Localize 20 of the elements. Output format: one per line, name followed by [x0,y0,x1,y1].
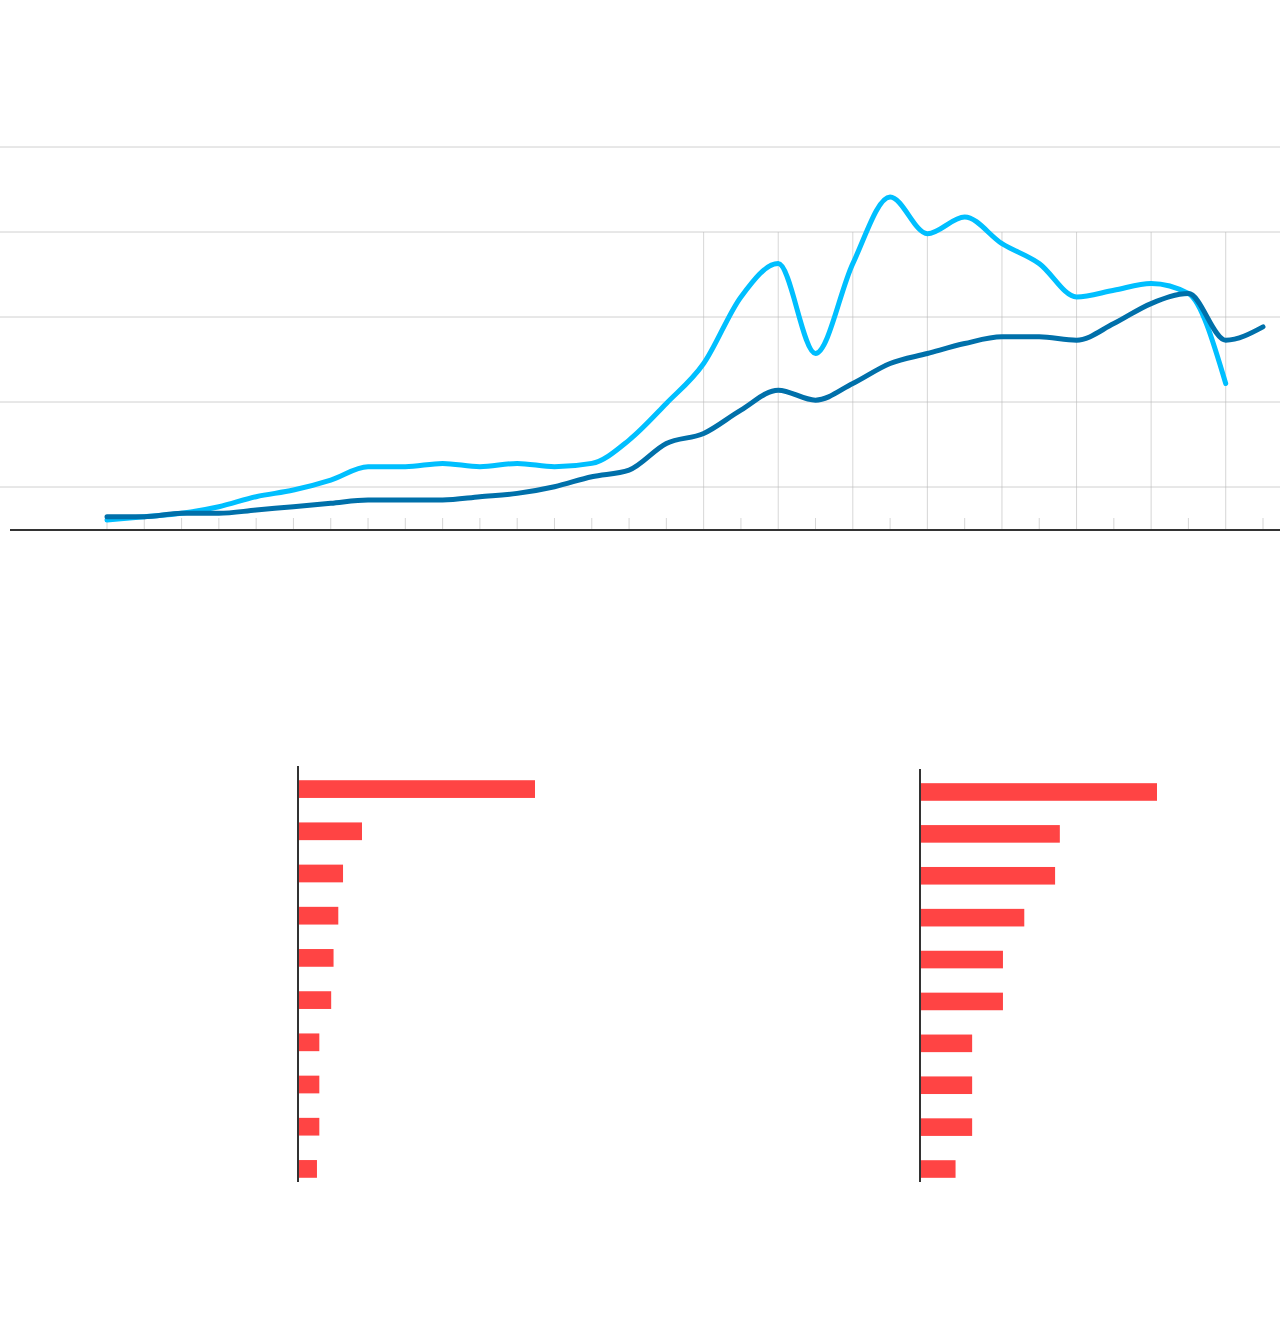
bar [920,992,1003,1011]
bar [298,991,332,1009]
bar [920,866,1056,885]
bar [298,864,344,883]
bar [920,1160,956,1178]
bar [298,949,334,967]
bar [920,825,1060,843]
bar [298,1117,320,1136]
bar [920,1034,973,1053]
bar [298,1075,320,1094]
bar [298,1033,320,1052]
bar [298,780,535,798]
bar [920,783,1157,801]
bar [920,908,1025,927]
bar [298,906,339,925]
bar [920,1076,973,1095]
bar [920,1118,973,1136]
bar [920,950,1003,969]
bar [298,822,362,841]
bar [298,1160,317,1178]
